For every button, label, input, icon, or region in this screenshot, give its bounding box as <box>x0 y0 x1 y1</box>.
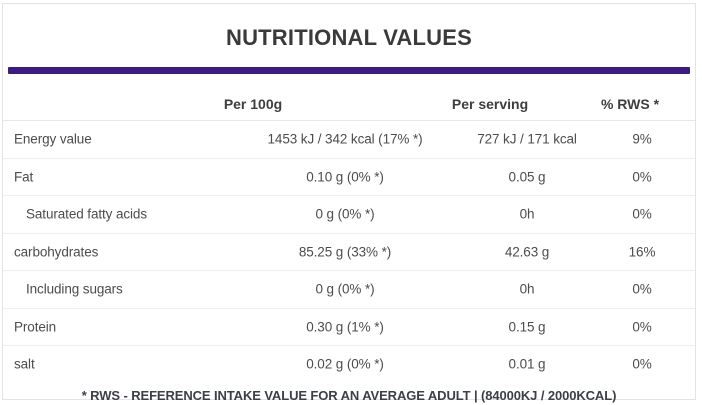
row-label: Saturated fatty acids <box>26 206 147 222</box>
value-per-serving: 727 kJ / 171 kcal <box>477 131 577 147</box>
value-rws: 9% <box>632 131 652 147</box>
value-rws: 0% <box>632 356 652 372</box>
value-per-serving: 0h <box>519 206 535 222</box>
value-rws: 16% <box>628 244 656 260</box>
table-footnote: * RWS - REFERENCE INTAKE VALUE FOR AN AV… <box>81 387 617 403</box>
row-label: salt <box>14 356 35 372</box>
value-per-100g: 0 g (0% *) <box>315 206 375 222</box>
row-label: Fat <box>14 169 34 185</box>
value-per-100g: 85.25 g (33% *) <box>298 244 392 260</box>
table-row-protein: Protein 0.30 g (1% *) 0.15 g 0% <box>3 309 695 346</box>
value-per-serving: 0h <box>519 281 535 297</box>
table-row-saturated-fatty-acids: Saturated fatty acids 0 g (0% *) 0h 0% <box>3 196 695 234</box>
row-label: Including sugars <box>26 281 123 297</box>
value-per-serving: 0.01 g <box>508 356 546 372</box>
value-per-100g: 0 g (0% *) <box>315 281 375 297</box>
column-header-per-100g: Per 100g <box>223 96 283 113</box>
value-rws: 0% <box>632 206 652 222</box>
value-rws: 0% <box>632 169 652 185</box>
table-row-fat: Fat 0.10 g (0% *) 0.05 g 0% <box>3 159 695 196</box>
value-per-100g: 1453 kJ / 342 kcal (17% *) <box>267 131 423 147</box>
accent-bar <box>8 67 690 74</box>
row-label: carbohydrates <box>14 244 99 260</box>
value-per-serving: 0.05 g <box>508 169 546 185</box>
table-row-salt: salt 0.02 g (0% *) 0.01 g 0% <box>3 346 695 383</box>
table-row-energy: Energy value 1453 kJ / 342 kcal (17% *) … <box>3 121 695 159</box>
table-row-including-sugars: Including sugars 0 g (0% *) 0h 0% <box>3 271 695 309</box>
column-header-per-serving: Per serving <box>451 96 529 113</box>
value-rws: 0% <box>632 319 652 335</box>
value-per-serving: 42.63 g <box>504 244 550 260</box>
table-row-carbohydrates: carbohydrates 85.25 g (33% *) 42.63 g 16… <box>3 234 695 271</box>
value-per-100g: 0.10 g (0% *) <box>306 169 384 185</box>
value-per-100g: 0.30 g (1% *) <box>306 319 384 335</box>
nutritional-values-panel: NUTRITIONAL VALUES Per 100g Per serving … <box>2 3 696 403</box>
value-per-100g: 0.02 g (0% *) <box>306 356 384 372</box>
row-label: Energy value <box>14 131 92 147</box>
page-title: NUTRITIONAL VALUES <box>225 25 472 50</box>
table-header-row: Per 100g Per serving % RWS * <box>3 78 695 121</box>
column-header-rws: % RWS * <box>600 96 660 113</box>
value-rws: 0% <box>632 281 652 297</box>
row-label: Protein <box>14 319 57 335</box>
value-per-serving: 0.15 g <box>508 319 546 335</box>
